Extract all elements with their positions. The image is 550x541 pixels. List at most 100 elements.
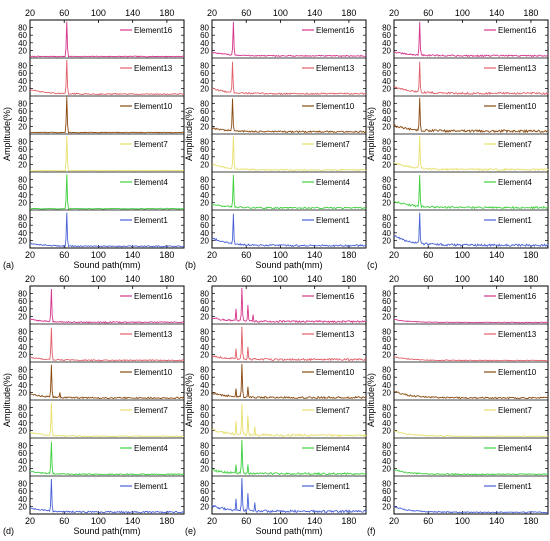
y-tick-label: 20: [18, 350, 27, 359]
series-line-Element10: [393, 97, 549, 134]
panel-label: (b): [185, 260, 196, 270]
y-tick-label: 60: [18, 107, 27, 116]
y-tick-label: 40: [18, 229, 27, 238]
y-tick-label: 80: [382, 480, 391, 489]
y-tick-label: 80: [382, 100, 391, 109]
x-tick-label-bottom: 100: [91, 516, 106, 526]
y-tick-label: 80: [18, 290, 27, 299]
panel-3: 20 20 60 60 100 100 140 140 180 180 Amplitude(%) (c…: [366, 8, 549, 270]
legend-label: Element4: [134, 444, 168, 453]
series-line-Element7: [211, 135, 367, 172]
legend-label: Element13: [316, 64, 355, 73]
panel-4: 20 20 60 60 100 100 140 140 180 180 Amplitude(%) So…: [2, 274, 185, 536]
x-tick-label-top: 60: [423, 274, 433, 284]
x-axis-label: Sound path(mm): [73, 526, 140, 536]
series-line-Element10: [30, 96, 185, 134]
y-tick-label: 80: [18, 404, 27, 413]
series-line-Element1: [394, 506, 549, 514]
x-tick-label-top: 180: [523, 274, 538, 284]
y-tick-label: 20: [18, 388, 27, 397]
legend-label: Element1: [498, 216, 532, 225]
y-tick-label: 20: [382, 198, 391, 207]
legend-label: Element7: [316, 140, 350, 149]
y-tick-label: 80: [382, 138, 391, 147]
x-tick-label-bottom: 140: [489, 250, 504, 260]
y-tick-label: 40: [382, 191, 391, 200]
y-tick-label: 80: [18, 100, 27, 109]
series-line-Element16: [211, 21, 367, 58]
y-tick-label: 40: [18, 495, 27, 504]
y-tick-label: 80: [200, 100, 209, 109]
y-axis-label: Amplitude(%): [366, 373, 376, 427]
series-line-Element4: [211, 439, 367, 476]
y-tick-label: 80: [382, 404, 391, 413]
y-tick-label: 20: [200, 502, 209, 511]
legend-label: Element4: [498, 178, 532, 187]
legend-label: Element7: [498, 140, 532, 149]
y-tick-label: 40: [382, 419, 391, 428]
y-tick-label: 80: [382, 442, 391, 451]
x-tick-label-bottom: 140: [307, 516, 322, 526]
y-tick-label: 60: [18, 411, 27, 420]
y-tick-label: 60: [200, 221, 209, 230]
y-tick-label: 40: [382, 39, 391, 48]
x-tick-label-bottom: 180: [523, 516, 538, 526]
y-tick-label: 20: [18, 160, 27, 169]
legend-label: Element16: [134, 26, 173, 35]
y-tick-label: 60: [382, 297, 391, 306]
y-tick-label: 60: [200, 449, 209, 458]
legend-label: Element10: [134, 102, 173, 111]
series-line-Element7: [29, 135, 185, 172]
y-axis-label: Amplitude(%): [2, 373, 12, 427]
y-tick-label: 40: [382, 305, 391, 314]
y-tick-label: 40: [200, 343, 209, 352]
panel-6: 20 20 60 60 100 100 140 140 180 180 Amplitude(%) (f…: [366, 274, 549, 536]
y-tick-label: 80: [200, 176, 209, 185]
x-tick-label-top: 20: [389, 8, 399, 18]
series-line-Element13: [211, 61, 367, 96]
legend-label: Element13: [134, 330, 173, 339]
y-tick-label: 80: [18, 176, 27, 185]
x-tick-label-bottom: 100: [273, 250, 288, 260]
y-tick-label: 80: [200, 328, 209, 337]
series-line-Element4: [393, 174, 549, 210]
x-tick-label-bottom: 20: [25, 250, 35, 260]
y-tick-label: 40: [382, 153, 391, 162]
legend-label: Element1: [498, 482, 532, 491]
x-tick-label-bottom: 20: [389, 516, 399, 526]
y-axis-label: Amplitude(%): [184, 373, 194, 427]
series-line-Element1: [211, 477, 367, 514]
x-tick-label-bottom: 100: [91, 250, 106, 260]
y-tick-label: 60: [200, 107, 209, 116]
x-tick-label-bottom: 60: [423, 250, 433, 260]
y-tick-label: 20: [18, 502, 27, 511]
x-tick-label-bottom: 180: [159, 250, 174, 260]
legend-label: Element7: [134, 406, 168, 415]
y-tick-label: 60: [200, 487, 209, 496]
legend-label: Element10: [498, 368, 537, 377]
x-tick-label-bottom: 60: [423, 516, 433, 526]
y-tick-label: 40: [18, 457, 27, 466]
x-tick-label-bottom: 180: [341, 250, 356, 260]
legend-label: Element1: [316, 216, 350, 225]
panel-5: 20 20 60 60 100 100 140 140 180 180 Amplitude(%) So…: [184, 274, 367, 536]
y-tick-label: 80: [382, 176, 391, 185]
x-tick-label-bottom: 60: [59, 516, 69, 526]
series-line-Element13: [30, 327, 185, 362]
y-tick-label: 60: [382, 487, 391, 496]
y-tick-label: 80: [18, 138, 27, 147]
series-line-Element13: [29, 59, 185, 96]
x-tick-label-top: 100: [455, 274, 470, 284]
